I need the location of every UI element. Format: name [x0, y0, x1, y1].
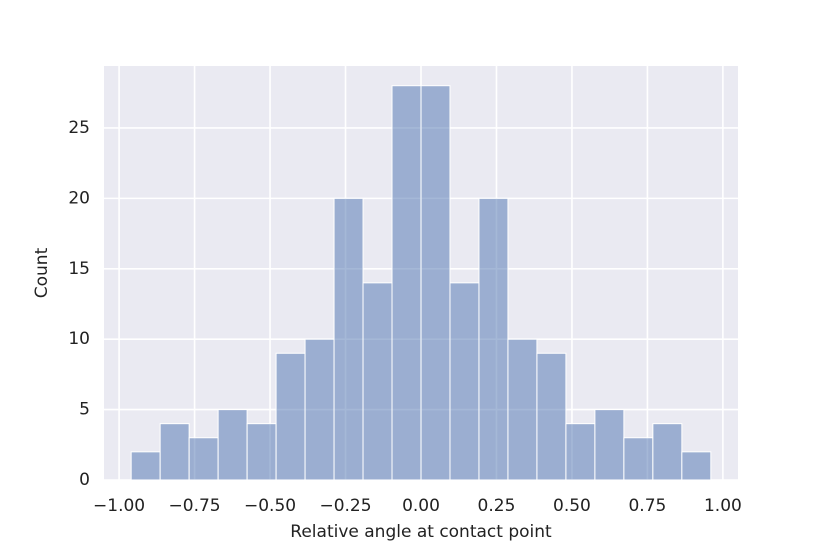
y-tick-label: 15: [68, 259, 90, 279]
y-tick-label: 20: [68, 188, 90, 208]
bar: [304, 338, 335, 481]
bar: [246, 423, 277, 481]
bar: [391, 85, 422, 481]
x-axis-label: Relative angle at contact point: [290, 522, 552, 542]
x-tick-label: 1.00: [704, 496, 742, 516]
bar: [130, 451, 161, 481]
bar: [420, 85, 451, 481]
bar: [217, 409, 248, 481]
bar: [159, 423, 190, 481]
bar: [652, 423, 683, 481]
bar: [478, 197, 509, 481]
x-tick-label: −0.75: [169, 496, 221, 516]
bar: [333, 197, 364, 481]
bar: [594, 409, 625, 481]
y-tick-label: 10: [68, 329, 90, 349]
x-tick-label: 0.25: [478, 496, 516, 516]
bar: [188, 437, 219, 481]
y-tick-label: 5: [79, 400, 90, 420]
bar: [565, 423, 596, 481]
bar: [623, 437, 654, 481]
y-tick-label: 0: [79, 470, 90, 490]
y-tick-label: 25: [68, 118, 90, 138]
x-tick-label: 0.00: [402, 496, 440, 516]
bar: [449, 282, 480, 481]
x-tick-label: −1.00: [93, 496, 145, 516]
bar: [507, 338, 538, 481]
bar: [536, 352, 567, 481]
bar: [275, 352, 306, 481]
y-axis-label: Count: [32, 247, 52, 298]
x-tick-label: 0.50: [553, 496, 591, 516]
bar: [362, 282, 393, 481]
x-tick-label: 0.75: [628, 496, 666, 516]
x-tick-label: −0.50: [244, 496, 296, 516]
bar: [681, 451, 712, 481]
x-tick-label: −0.25: [319, 496, 371, 516]
